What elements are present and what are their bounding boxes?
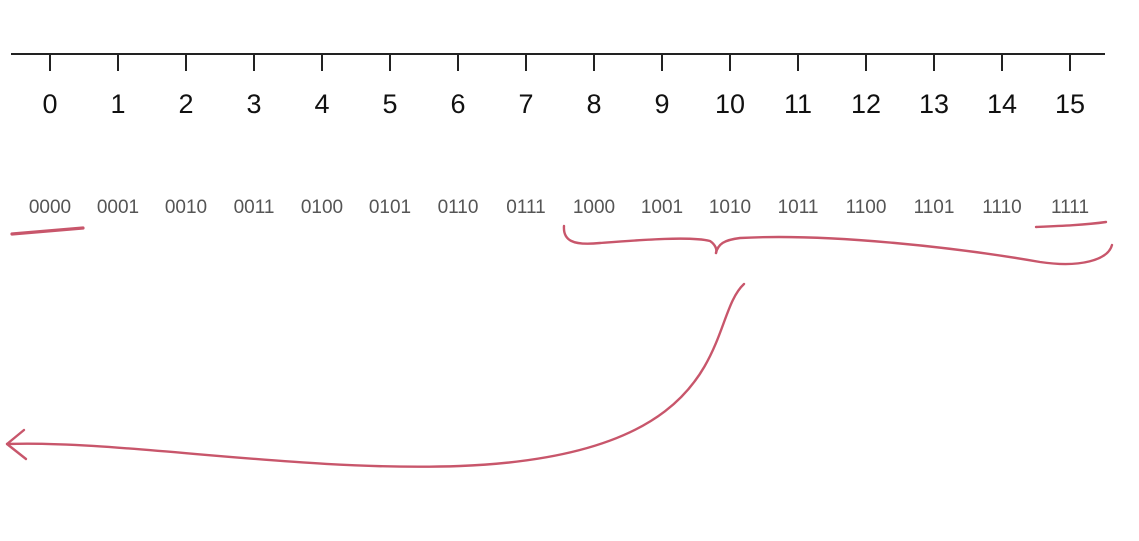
decimal-label: 9 [654,89,669,119]
brace-upper-half [562,224,718,255]
binary-labels: 0000 0001 0010 0011 0100 0101 0110 0111 1000 1001… [29,197,1089,218]
binary-label: 1101 [914,197,955,218]
decimal-label: 14 [987,89,1017,119]
decimal-label: 12 [851,89,881,119]
decimal-label: 7 [518,89,533,119]
binary-label: 0000 [29,197,71,218]
binary-label: 1001 [641,197,683,218]
decimal-label: 13 [919,89,949,119]
decimal-label: 11 [784,89,812,119]
binary-label: 1111 [1051,197,1089,218]
handwritten-annotations [5,220,1114,468]
decimal-label: 10 [715,89,745,119]
binary-label: 0100 [301,197,343,218]
binary-label: 1110 [982,197,1021,218]
decimal-label: 3 [246,89,261,119]
binary-label: 1000 [573,197,615,218]
underline-0000 [10,226,85,236]
binary-label: 0111 [506,197,545,218]
curved-arrow-line [5,282,746,468]
decimal-label: 5 [382,89,397,119]
decimal-label: 1 [110,89,125,119]
decimal-label: 8 [586,89,601,119]
decimal-label: 0 [42,89,57,119]
binary-label: 0011 [234,197,275,218]
binary-label: 1011 [778,197,819,218]
binary-label: 1010 [709,197,751,218]
decimal-label: 15 [1055,89,1085,119]
binary-label: 1100 [846,197,887,218]
decimal-label: 4 [314,89,329,119]
decimal-label: 2 [178,89,193,119]
decimal-label: 6 [450,89,465,119]
decimal-labels: 0 1 2 3 4 5 6 7 8 9 10 11 12 13 14 15 [42,89,1085,119]
brace-lower-half [714,235,1114,266]
binary-label: 0101 [369,197,411,218]
arrow-head-icon [5,428,28,461]
binary-label: 0001 [97,197,139,218]
binary-label: 0010 [165,197,207,218]
tick-marks [49,54,1071,71]
binary-label: 0110 [438,197,479,218]
underline-1111 [1034,220,1108,229]
